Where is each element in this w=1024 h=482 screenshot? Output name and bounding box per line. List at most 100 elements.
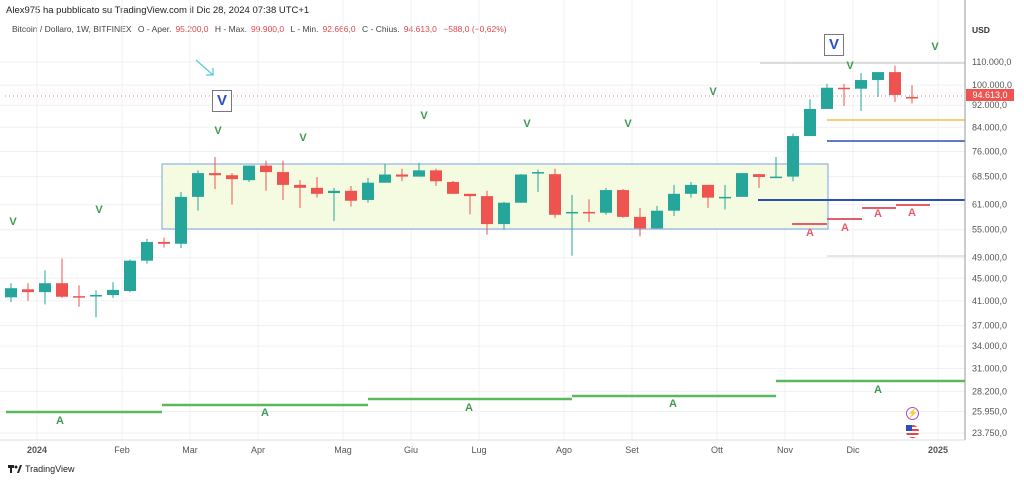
candle[interactable] bbox=[498, 201, 510, 230]
candle[interactable] bbox=[447, 180, 459, 194]
candle[interactable] bbox=[753, 174, 765, 188]
candle-body bbox=[838, 87, 850, 90]
candle[interactable] bbox=[90, 290, 102, 318]
candle[interactable] bbox=[107, 282, 119, 298]
a-marker-red[interactable]: A bbox=[841, 222, 849, 234]
candle-body bbox=[379, 174, 391, 183]
price-tick-label: 76.000,0 bbox=[972, 146, 1007, 156]
candle[interactable] bbox=[209, 156, 221, 189]
candle[interactable] bbox=[73, 285, 85, 307]
candle[interactable] bbox=[141, 238, 153, 264]
candle[interactable] bbox=[617, 188, 629, 218]
a-marker-red[interactable]: A bbox=[874, 208, 882, 220]
candles bbox=[5, 65, 918, 318]
v-marker[interactable]: V bbox=[624, 118, 632, 130]
v-marker[interactable]: V bbox=[95, 204, 103, 216]
v-marker[interactable]: V bbox=[9, 216, 17, 228]
candle[interactable] bbox=[872, 72, 884, 97]
candle[interactable] bbox=[124, 259, 136, 293]
currency-label[interactable]: USD bbox=[972, 25, 990, 35]
a-marker-red[interactable]: A bbox=[806, 227, 814, 239]
candle[interactable] bbox=[243, 165, 255, 182]
candle[interactable] bbox=[464, 193, 476, 215]
candle-body bbox=[362, 182, 374, 200]
candle-body bbox=[855, 80, 867, 89]
candle[interactable] bbox=[481, 190, 493, 235]
time-axis[interactable]: 2024 Feb Mar Apr Mag Giu Lug Ago Set Ott Nov Dic 202… bbox=[27, 445, 948, 455]
candle[interactable] bbox=[668, 184, 680, 217]
candle[interactable] bbox=[515, 174, 527, 203]
candle[interactable] bbox=[22, 283, 34, 301]
candle[interactable] bbox=[56, 258, 68, 298]
candle[interactable] bbox=[719, 184, 731, 210]
boxed-v-marker[interactable]: V bbox=[212, 90, 232, 112]
candle[interactable] bbox=[311, 176, 323, 198]
candle[interactable] bbox=[379, 163, 391, 183]
candle[interactable] bbox=[634, 207, 646, 237]
a-marker[interactable]: A bbox=[465, 402, 473, 414]
candle[interactable] bbox=[889, 65, 901, 103]
candle[interactable] bbox=[821, 83, 833, 109]
candle[interactable] bbox=[855, 73, 867, 111]
candle[interactable] bbox=[600, 187, 612, 215]
a-marker-red[interactable]: A bbox=[908, 207, 916, 219]
candle[interactable] bbox=[685, 181, 697, 198]
candle[interactable] bbox=[702, 184, 714, 208]
candle[interactable] bbox=[838, 83, 850, 107]
candle[interactable] bbox=[362, 178, 374, 203]
a-marker[interactable]: A bbox=[669, 398, 677, 410]
lightning-icon[interactable]: ⚡ bbox=[906, 407, 919, 420]
candle[interactable] bbox=[5, 283, 17, 303]
candle[interactable] bbox=[906, 85, 918, 104]
green-support-lines[interactable] bbox=[6, 379, 965, 414]
tradingview-logo[interactable]: TradingView bbox=[8, 464, 75, 474]
candle[interactable] bbox=[226, 173, 238, 205]
a-marker[interactable]: A bbox=[56, 415, 64, 427]
candle[interactable] bbox=[532, 169, 544, 192]
time-tick-label: Ago bbox=[556, 445, 572, 455]
candle[interactable] bbox=[787, 133, 799, 182]
red-support-lines[interactable] bbox=[792, 204, 930, 225]
v-marker[interactable]: V bbox=[709, 86, 717, 98]
candle[interactable] bbox=[770, 156, 782, 179]
a-marker[interactable]: A bbox=[874, 384, 882, 396]
candle[interactable] bbox=[651, 205, 663, 229]
candle[interactable] bbox=[396, 168, 408, 182]
price-axis[interactable]: 110.000,0 100.000,0 92.000,0 84.000,0 76.000… bbox=[972, 57, 1012, 438]
v-marker[interactable]: V bbox=[523, 118, 531, 130]
range-rectangle[interactable] bbox=[161, 163, 829, 230]
v-marker[interactable]: V bbox=[420, 110, 428, 122]
symbol-name[interactable]: Bitcoin / Dollaro, 1W, BITFINEX bbox=[12, 24, 132, 34]
candle-body bbox=[872, 72, 884, 81]
candle[interactable] bbox=[345, 185, 357, 207]
candle[interactable] bbox=[158, 237, 170, 248]
candle[interactable] bbox=[294, 180, 306, 208]
v-marker[interactable]: V bbox=[846, 60, 854, 72]
boxed-v-marker[interactable]: V bbox=[824, 34, 844, 56]
a-marker[interactable]: A bbox=[261, 407, 269, 419]
candle-body bbox=[107, 289, 119, 296]
v-marker[interactable]: V bbox=[931, 41, 939, 53]
v-marker[interactable]: V bbox=[299, 132, 307, 144]
candle[interactable] bbox=[260, 160, 272, 191]
candle[interactable] bbox=[583, 199, 595, 222]
candle-body bbox=[617, 190, 629, 217]
candle[interactable] bbox=[39, 270, 51, 305]
candle[interactable] bbox=[430, 168, 442, 186]
candle[interactable] bbox=[413, 162, 425, 177]
candle[interactable] bbox=[736, 173, 748, 197]
candle[interactable] bbox=[328, 187, 340, 222]
v-marker[interactable]: V bbox=[214, 125, 222, 137]
candle[interactable] bbox=[804, 99, 816, 137]
candle[interactable] bbox=[277, 160, 289, 200]
arrow-icon[interactable] bbox=[195, 59, 214, 76]
candle-body bbox=[345, 190, 357, 201]
candle[interactable] bbox=[566, 194, 578, 256]
candle[interactable] bbox=[549, 168, 561, 218]
candle-body bbox=[158, 241, 170, 244]
candle[interactable] bbox=[192, 170, 204, 211]
us-flag-icon[interactable] bbox=[906, 425, 919, 438]
high-label: H - Max. bbox=[214, 24, 248, 34]
candle[interactable] bbox=[175, 191, 187, 249]
